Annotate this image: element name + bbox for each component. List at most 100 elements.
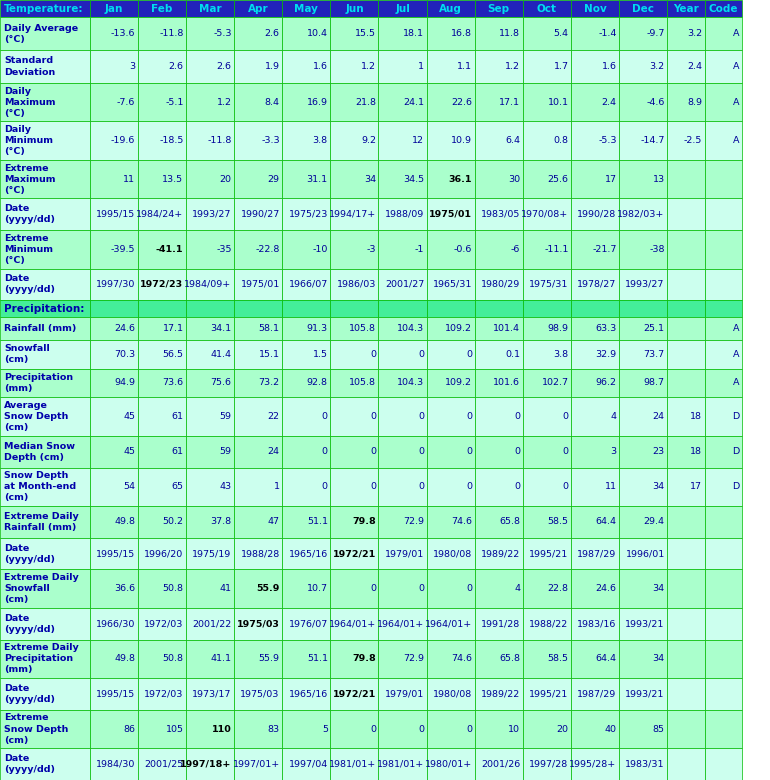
- Text: D: D: [732, 482, 739, 491]
- Text: Extreme Daily
Snowfall
(cm): Extreme Daily Snowfall (cm): [4, 573, 79, 604]
- Bar: [571, 317, 619, 340]
- Text: 4: 4: [514, 584, 521, 593]
- Bar: [282, 710, 330, 748]
- Bar: [138, 748, 186, 780]
- Text: 58.5: 58.5: [547, 654, 568, 663]
- Text: -21.7: -21.7: [592, 245, 617, 254]
- Bar: [0, 50, 89, 83]
- Bar: [523, 300, 571, 317]
- Bar: [0, 640, 89, 678]
- Bar: [186, 160, 234, 198]
- Bar: [523, 122, 571, 160]
- Bar: [186, 83, 234, 122]
- Text: Snow Depth
at Month-end
(cm): Snow Depth at Month-end (cm): [4, 471, 76, 502]
- Bar: [234, 17, 282, 50]
- Text: 59: 59: [219, 412, 232, 421]
- Text: 3.8: 3.8: [554, 349, 568, 359]
- Bar: [282, 608, 330, 640]
- Bar: [523, 369, 571, 397]
- Bar: [571, 369, 619, 397]
- Text: 2.4: 2.4: [687, 62, 702, 71]
- Bar: [474, 340, 523, 369]
- Text: 8.9: 8.9: [687, 98, 702, 107]
- Bar: [186, 50, 234, 83]
- Bar: [474, 748, 523, 780]
- Bar: [619, 17, 667, 50]
- Bar: [619, 640, 667, 678]
- Bar: [427, 122, 474, 160]
- Bar: [619, 397, 667, 436]
- Text: 1989/22: 1989/22: [481, 549, 521, 558]
- Text: -10: -10: [313, 245, 328, 254]
- Bar: [330, 198, 379, 230]
- Text: 1997/28: 1997/28: [529, 760, 568, 768]
- Bar: [0, 436, 89, 467]
- Text: 109.2: 109.2: [445, 378, 472, 388]
- Text: 6.4: 6.4: [505, 136, 521, 145]
- Text: 1988/09: 1988/09: [385, 210, 424, 218]
- Text: 18.1: 18.1: [403, 29, 424, 38]
- Bar: [89, 369, 138, 397]
- Bar: [474, 678, 523, 710]
- Bar: [571, 50, 619, 83]
- Text: 0: 0: [370, 482, 376, 491]
- Text: 1989/22: 1989/22: [481, 690, 521, 698]
- Bar: [282, 748, 330, 780]
- Bar: [667, 340, 705, 369]
- Text: 0: 0: [418, 447, 424, 456]
- Bar: [523, 436, 571, 467]
- Bar: [0, 160, 89, 198]
- Text: 5: 5: [322, 725, 328, 733]
- Bar: [619, 300, 667, 317]
- Text: A: A: [733, 324, 739, 333]
- Bar: [282, 300, 330, 317]
- Bar: [619, 230, 667, 268]
- Bar: [619, 537, 667, 569]
- Bar: [330, 506, 379, 537]
- Bar: [474, 537, 523, 569]
- Text: 1973/17: 1973/17: [192, 690, 232, 698]
- Bar: [186, 710, 234, 748]
- Bar: [379, 467, 427, 506]
- Bar: [379, 122, 427, 160]
- Bar: [705, 268, 742, 300]
- Bar: [0, 397, 89, 436]
- Text: 79.8: 79.8: [352, 517, 376, 526]
- Text: Daily Average
(°C): Daily Average (°C): [4, 23, 78, 44]
- Bar: [705, 608, 742, 640]
- Bar: [186, 537, 234, 569]
- Text: 0: 0: [370, 447, 376, 456]
- Bar: [667, 640, 705, 678]
- Bar: [186, 300, 234, 317]
- Text: 24.6: 24.6: [595, 584, 617, 593]
- Text: 101.4: 101.4: [494, 324, 521, 333]
- Bar: [667, 506, 705, 537]
- Text: -22.8: -22.8: [256, 245, 280, 254]
- Text: 79.8: 79.8: [352, 654, 376, 663]
- Bar: [379, 748, 427, 780]
- Bar: [619, 122, 667, 160]
- Text: 1.6: 1.6: [313, 62, 328, 71]
- Bar: [379, 340, 427, 369]
- Bar: [474, 122, 523, 160]
- Text: -19.6: -19.6: [111, 136, 136, 145]
- Bar: [379, 230, 427, 268]
- Bar: [282, 537, 330, 569]
- Bar: [330, 569, 379, 608]
- Bar: [282, 369, 330, 397]
- Text: 0: 0: [322, 447, 328, 456]
- Text: 1986/03: 1986/03: [336, 280, 376, 289]
- Bar: [330, 83, 379, 122]
- Bar: [705, 369, 742, 397]
- Bar: [427, 198, 474, 230]
- Bar: [474, 467, 523, 506]
- Text: 56.5: 56.5: [162, 349, 183, 359]
- Bar: [667, 748, 705, 780]
- Text: 10.1: 10.1: [547, 98, 568, 107]
- Bar: [330, 537, 379, 569]
- Bar: [705, 160, 742, 198]
- Text: 50.2: 50.2: [162, 517, 183, 526]
- Bar: [282, 340, 330, 369]
- Text: 109.2: 109.2: [445, 324, 472, 333]
- Bar: [474, 300, 523, 317]
